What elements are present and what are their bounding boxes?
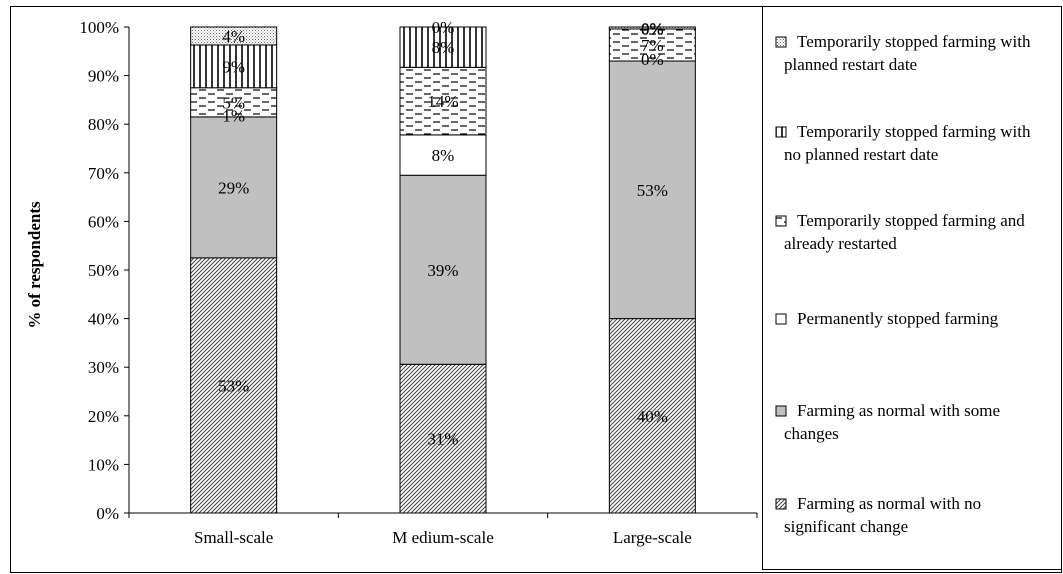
- y-tick-label: 40%: [88, 310, 119, 329]
- data-label: 8%: [432, 146, 455, 165]
- data-label: 31%: [427, 430, 458, 449]
- bars: [190, 26, 696, 514]
- data-label: 0%: [432, 18, 455, 37]
- y-tick-label: 10%: [88, 455, 119, 474]
- y-axis-title: % of respondents: [25, 201, 44, 329]
- bar-segment: [190, 44, 278, 89]
- bar-segment: [399, 66, 487, 136]
- bar-labels: 53%29%5%9%4%31%39%8%14%8%0%40%53%7%0%0%1…: [218, 18, 668, 449]
- bar-segment: [608, 26, 696, 30]
- data-label: 29%: [218, 178, 249, 197]
- y-tick-label: 70%: [88, 164, 119, 183]
- bar-segment: [608, 60, 696, 320]
- data-label: 9%: [222, 57, 245, 76]
- legend-swatch: [775, 126, 787, 138]
- x-axis-ticks: Small-scale M edium-scale Large-scale: [128, 513, 758, 547]
- legend-label: Temporarily stopped farming with planned …: [784, 32, 1031, 74]
- legend-swatch: [775, 313, 787, 325]
- data-label: 1%: [222, 106, 245, 125]
- legend: Temporarily stopped farming with planned …: [775, 32, 1031, 536]
- y-tick-label: 0%: [96, 504, 119, 523]
- data-label: 53%: [637, 181, 668, 200]
- data-label: 40%: [637, 407, 668, 426]
- data-label: 0%: [641, 19, 664, 38]
- data-label: 8%: [432, 38, 455, 57]
- data-label: 39%: [427, 261, 458, 280]
- data-label: 0%: [641, 20, 664, 39]
- bar-segment: [190, 257, 278, 514]
- legend-label: Temporarily stopped farming and already r…: [784, 211, 1025, 253]
- legend-label: Farming as normal with some changes: [784, 401, 1000, 443]
- legend-swatch: [775, 405, 787, 417]
- data-label: 53%: [218, 376, 249, 395]
- legend-label: Permanently stopped farming: [797, 309, 999, 328]
- legend-box: [762, 6, 1062, 570]
- y-tick-label: 50%: [88, 261, 119, 280]
- data-label: 4%: [222, 27, 245, 46]
- y-tick-label: 30%: [88, 358, 119, 377]
- y-tick-label: 90%: [88, 67, 119, 86]
- y-tick-label: 60%: [88, 212, 119, 231]
- bar-segment: [190, 26, 278, 46]
- data-label: 14%: [427, 92, 458, 111]
- bar-segment: [399, 26, 487, 68]
- data-label: 5%: [222, 93, 245, 112]
- x-tick-label: Large-scale: [613, 528, 692, 547]
- bar-segment: [399, 363, 487, 514]
- y-tick-label: 20%: [88, 407, 119, 426]
- y-tick-label: 100%: [79, 18, 119, 37]
- y-tick-label: 80%: [88, 115, 119, 134]
- bar-segment: [190, 116, 278, 259]
- legend-label: Farming as normal with no significant cha…: [784, 494, 981, 536]
- legend-swatch: [775, 215, 787, 227]
- y-axis-ticks: 0% 10% 20% 30% 40% 50% 60% 70% 80% 90% 100%: [79, 18, 129, 523]
- bar-segment: [190, 87, 278, 118]
- bar-segment: [399, 134, 487, 176]
- bar-segment: [399, 174, 487, 365]
- legend-swatch: [775, 36, 787, 48]
- legend-swatch: [775, 498, 787, 510]
- bar-segment: [608, 28, 696, 62]
- data-label: 7%: [641, 36, 664, 55]
- data-label: 0%: [641, 50, 664, 69]
- x-tick-label: M edium-scale: [392, 528, 494, 547]
- x-tick-label: Small-scale: [194, 528, 273, 547]
- legend-label: Temporarily stopped farming with no plann…: [784, 122, 1031, 164]
